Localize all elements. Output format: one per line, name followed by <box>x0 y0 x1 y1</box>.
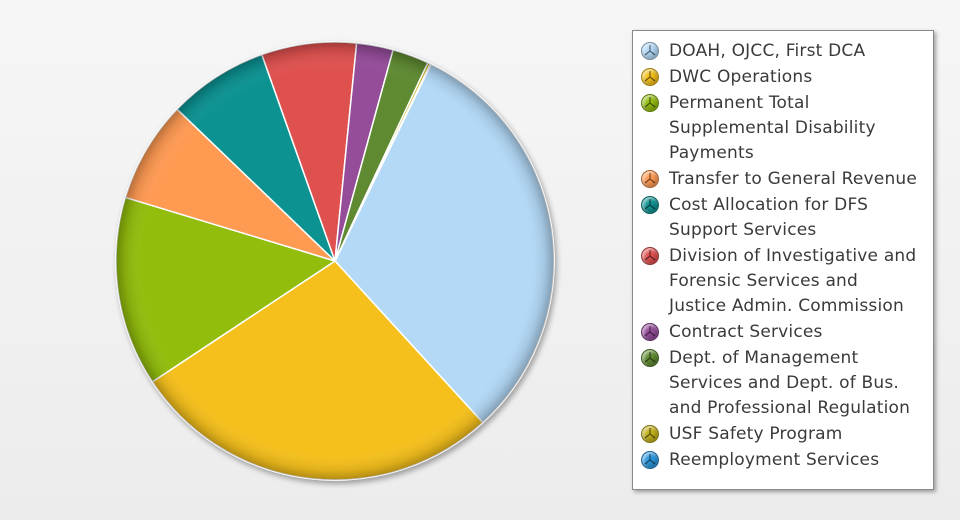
legend-label-line: Services and Dept. of Bus. <box>669 373 899 393</box>
legend-item-contract-services[interactable]: Contract Services <box>641 320 927 345</box>
legend-label-line: Division of Investigative and <box>669 246 917 266</box>
legend-item-doah-ojcc-first-dca[interactable]: DOAH, OJCC, First DCA <box>641 39 927 64</box>
pie-slice-icon <box>641 170 659 188</box>
legend-label-line: Dept. of Management <box>669 348 859 368</box>
pie-slice-icon <box>641 68 659 86</box>
chart-legend: DOAH, OJCC, First DCA DWC Operations Perma… <box>632 30 934 490</box>
pie-slice-icon <box>641 349 659 367</box>
legend-label-line: Transfer to General Revenue <box>669 169 918 189</box>
legend-label: Contract Services <box>669 320 823 345</box>
legend-label: Division of Investigative and Forensic Se… <box>669 244 916 319</box>
legend-label-line: Support Services <box>669 220 817 240</box>
pie-chart-svg <box>115 41 555 481</box>
pie-slice-icon <box>641 247 659 265</box>
legend-item-transfer-to-general-revenue[interactable]: Transfer to General Revenue <box>641 167 927 192</box>
legend-label-line: Reemployment Services <box>669 450 880 470</box>
legend-label-line: DOAH, OJCC, First DCA <box>669 41 866 61</box>
legend-label: Dept. of Management Services and Dept. of… <box>669 346 910 421</box>
legend-label-line: USF Safety Program <box>669 424 843 444</box>
legend-label: Transfer to General Revenue <box>669 167 917 192</box>
legend-label-line: Supplemental Disability <box>669 118 876 138</box>
legend-label-line: Permanent Total <box>669 93 810 113</box>
legend-label: DOAH, OJCC, First DCA <box>669 39 865 64</box>
legend-label: Reemployment Services <box>669 448 879 473</box>
legend-label-line: and Professional Regulation <box>669 398 911 418</box>
legend-label-line: DWC Operations <box>669 67 813 87</box>
pie-slice-icon <box>641 196 659 214</box>
legend-label-line: Justice Admin. Commission <box>669 296 904 316</box>
legend-item-permanent-total-supplemental-disability-payments[interactable]: Permanent Total Supplemental Disability Pa… <box>641 91 927 166</box>
legend-item-cost-allocation-for-dfs-support-services[interactable]: Cost Allocation for DFS Support Services <box>641 193 927 243</box>
legend-label: Permanent Total Supplemental Disability Pa… <box>669 91 876 166</box>
pie-slice-icon <box>641 323 659 341</box>
legend-item-reemployment-services[interactable]: Reemployment Services <box>641 448 927 473</box>
legend-item-usf-safety-program[interactable]: USF Safety Program <box>641 422 927 447</box>
legend-item-dwc-operations[interactable]: DWC Operations <box>641 65 927 90</box>
legend-label-line: Cost Allocation for DFS <box>669 195 869 215</box>
pie-slice-icon <box>641 451 659 469</box>
pie-slice-icon <box>641 42 659 60</box>
legend-label-line: Forensic Services and <box>669 271 859 291</box>
legend-item-division-of-investigative-and-forensic-services-and-justice-admin-commission[interactable]: Division of Investigative and Forensic Se… <box>641 244 927 319</box>
legend-item-dept-of-management-services-and-dept-of-bus-and-professional-regulation[interactable]: Dept. of Management Services and Dept. of… <box>641 346 927 421</box>
pie-slice-icon <box>641 425 659 443</box>
legend-label: USF Safety Program <box>669 422 843 447</box>
legend-label-line: Payments <box>669 143 754 163</box>
pie-slice-icon <box>641 94 659 112</box>
legend-label-line: Contract Services <box>669 322 823 342</box>
legend-label: DWC Operations <box>669 65 812 90</box>
legend-label: Cost Allocation for DFS Support Services <box>669 193 868 243</box>
